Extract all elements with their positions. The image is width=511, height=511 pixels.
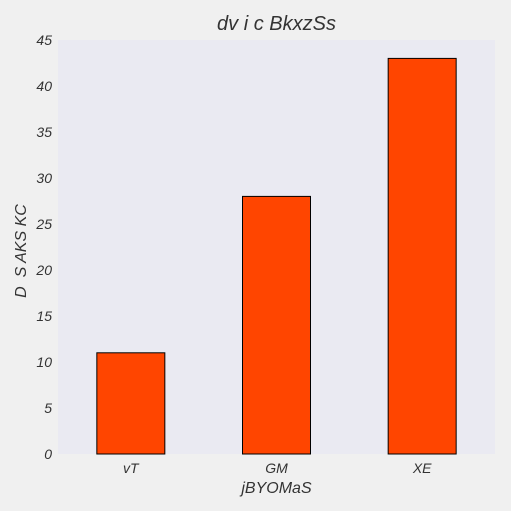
y-tick-label: 5 [44,400,52,416]
bar-vT [96,352,166,455]
y-tick-label: 15 [36,308,52,324]
x-axis-label: jBYOMaS [239,480,312,497]
x-tick-label: vT [123,460,140,476]
y-tick-label: 10 [36,354,52,370]
bar-XE [387,57,457,455]
y-axis-label: D S AKS KC [13,204,30,298]
y-tick-label: 25 [35,216,52,232]
x-tick-label: XE [412,460,432,476]
y-tick-label: 0 [44,446,52,462]
x-axis-ticks: vT GM XE [123,460,432,476]
x-tick-label: GM [265,460,288,476]
y-tick-label: 30 [36,170,52,186]
y-tick-label: 45 [36,32,52,48]
chart-title: dv i c BkxzSs [217,13,336,35]
y-tick-label: 40 [36,78,52,94]
y-tick-label: 20 [35,262,52,278]
y-tick-label: 35 [36,124,52,140]
y-axis-ticks: 0 5 10 15 20 25 30 35 40 45 [35,32,52,462]
bars [96,57,457,455]
bar-GM [242,195,311,455]
